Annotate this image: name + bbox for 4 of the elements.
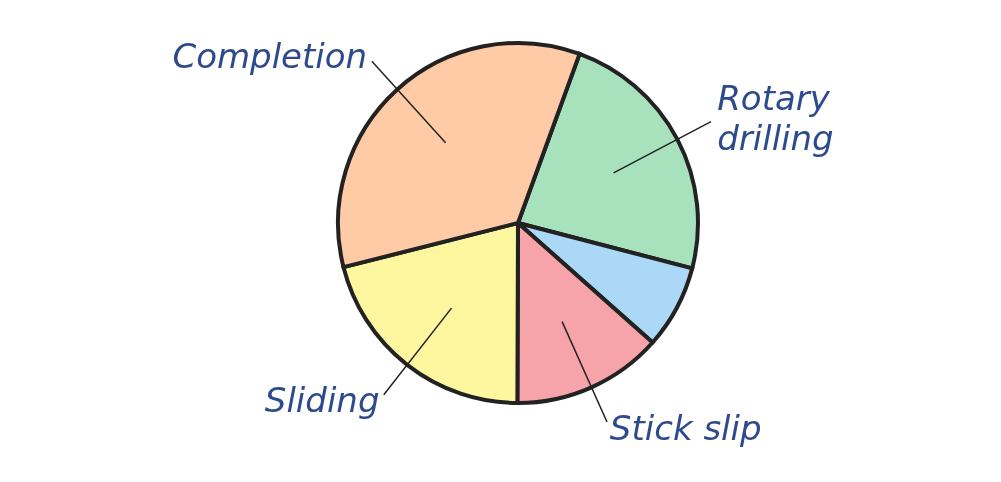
slice-label: Rotary drilling xyxy=(717,78,834,159)
slice-label: Stick slip xyxy=(609,408,762,449)
slice-label: Sliding xyxy=(264,380,380,421)
slice-label: Completion xyxy=(172,36,368,77)
